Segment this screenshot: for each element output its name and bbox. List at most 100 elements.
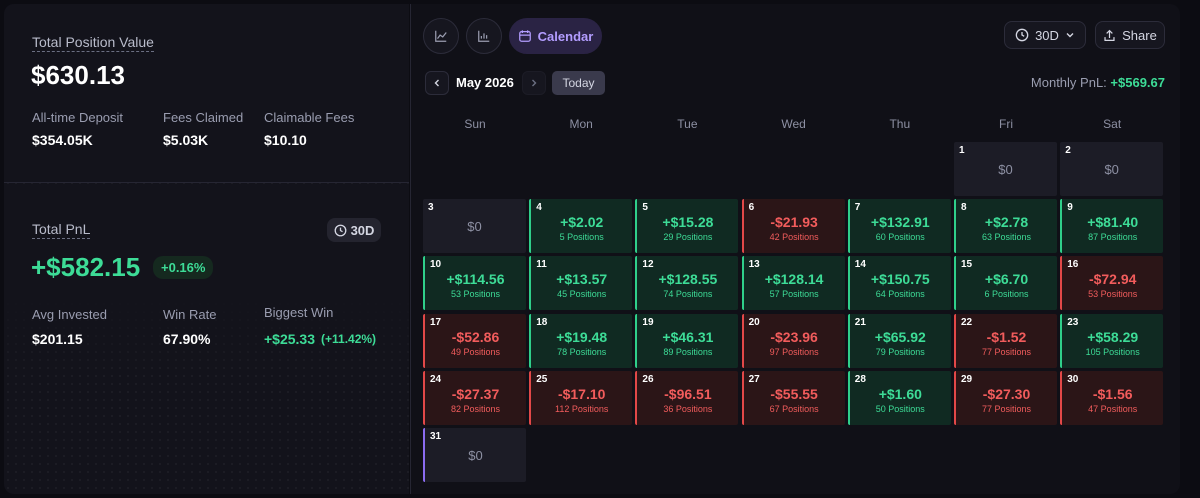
day-pnl: +$65.92 [874, 328, 926, 345]
calendar-icon [518, 30, 531, 42]
day-cell[interactable]: 19 +$46.31 89 Positions [635, 313, 739, 368]
day-pnl: -$96.51 [664, 385, 712, 402]
stat-label: Avg Invested [32, 307, 107, 322]
prev-month[interactable] [425, 71, 449, 95]
line-chart-tab[interactable] [423, 18, 459, 54]
prev-icon [434, 79, 439, 87]
day-positions: 112 Positions [555, 403, 609, 414]
weekday-label: Fri [999, 117, 1013, 131]
next-month[interactable] [522, 71, 546, 95]
day-pnl: -$72.94 [1088, 271, 1137, 288]
day-cell[interactable]: 10 +$114.56 53 Positions [423, 256, 526, 311]
day-cell[interactable]: 16 -$72.94 53 Positions [1060, 256, 1164, 311]
line-chart-icon [435, 30, 447, 42]
share-button[interactable]: Share [1095, 21, 1165, 49]
clock-icon [1015, 28, 1029, 42]
day-cell[interactable]: 25 -$17.10 112 Positions [529, 370, 633, 425]
bar-chart-tab[interactable] [466, 18, 502, 54]
day-positions: 89 Positions [663, 346, 713, 357]
weekday-label: Wed [781, 117, 806, 131]
today-text: Today [562, 76, 595, 90]
day-cell[interactable]: 23 +$58.29 105 Positions [1060, 313, 1164, 368]
stat-value: $10.10 [264, 132, 307, 148]
day-cell[interactable]: 22 -$1.52 77 Positions [954, 313, 1057, 368]
day-number: 3 [428, 202, 434, 214]
stat-label: Biggest Win [264, 305, 334, 320]
day-cell[interactable]: 31 $0 [423, 428, 526, 482]
day-cell[interactable]: 5 +$15.28 29 Positions [635, 199, 739, 254]
day-pnl: -$21.93 [770, 214, 818, 231]
day-cell[interactable]: 20 -$23.96 97 Positions [741, 313, 845, 368]
period-select[interactable]: 30D [1004, 21, 1086, 49]
monthly-pnl-label: Monthly PnL: [1030, 75, 1107, 90]
day-cell[interactable]: 3 $0 [423, 199, 526, 254]
day-number: 1 [959, 145, 965, 156]
day-cell[interactable]: 11 +$13.57 45 Positions [529, 256, 633, 311]
day-cell[interactable]: 26 -$96.51 36 Positions [635, 370, 739, 425]
day-cell[interactable]: 30 -$1.56 47 Positions [1060, 370, 1164, 425]
day-cell[interactable]: 18 +$19.48 78 Positions [529, 313, 633, 368]
day-positions: 97 Positions [769, 346, 819, 357]
today-button[interactable]: Today [552, 71, 605, 95]
month-label: May 2026 [456, 75, 514, 90]
day-cell[interactable]: 21 +$65.92 79 Positions [847, 313, 951, 368]
day-pnl: +$1.60 [878, 385, 922, 402]
day-cell[interactable]: 8 +$2.78 63 Positions [954, 199, 1057, 254]
day-cell[interactable]: 2 $0 [1060, 142, 1164, 196]
day-cell[interactable]: 15 +$6.70 6 Positions [954, 256, 1057, 311]
day-cell[interactable]: 28 +$1.60 50 Positions [847, 370, 951, 425]
stat-value: $5.03K [163, 132, 209, 148]
day-cell[interactable]: 27 -$55.55 67 Positions [741, 370, 845, 425]
day-positions: 105 Positions [1085, 346, 1140, 357]
day-number: 17 [430, 316, 442, 328]
day-number: 27 [748, 373, 760, 385]
day-cell[interactable]: 9 +$81.40 87 Positions [1060, 199, 1164, 254]
day-number: 16 [1067, 259, 1079, 271]
stat-label: All-time Deposit [32, 110, 124, 125]
day-positions: 64 Positions [875, 289, 925, 300]
pnl-period[interactable]: 30D [327, 218, 381, 242]
day-positions: 82 Positions [450, 403, 501, 414]
day-pnl: -$1.56 [1092, 385, 1133, 402]
day-number: 5 [642, 202, 648, 214]
day-positions: 49 Positions [450, 346, 501, 357]
summary-panel: Total Position Value $630.13 All-time De… [4, 4, 409, 494]
day-pnl: +$81.40 [1087, 214, 1139, 231]
day-number: 22 [961, 316, 973, 328]
day-cell[interactable]: 29 -$27.30 77 Positions [954, 370, 1057, 425]
day-cell[interactable]: 13 +$128.14 57 Positions [741, 256, 845, 311]
day-cell[interactable]: 7 +$132.91 60 Positions [847, 199, 951, 254]
day-number: 31 [430, 431, 442, 442]
day-cell[interactable]: 14 +$150.75 64 Positions [847, 256, 951, 311]
calendar-tab[interactable]: Calendar [509, 18, 602, 54]
day-positions: 47 Positions [1088, 403, 1138, 414]
day-number: 28 [854, 373, 866, 385]
day-pnl: -$23.96 [770, 328, 818, 345]
day-cell[interactable]: 1 $0 [954, 142, 1057, 196]
day-pnl: +$2.02 [560, 214, 604, 231]
pnl-value: +$582.15 [31, 252, 141, 282]
day-number: 18 [536, 316, 548, 328]
day-cell[interactable]: 6 -$21.93 42 Positions [741, 199, 845, 254]
day-pnl: +$114.56 [446, 271, 505, 288]
day-positions: 50 Positions [875, 403, 925, 414]
monthly-pnl-value: +$569.67 [1110, 75, 1165, 90]
day-positions: 79 Positions [875, 346, 925, 357]
day-positions: 45 Positions [557, 289, 607, 300]
day-number: 9 [1067, 202, 1073, 214]
stat-value: $354.05K [32, 132, 93, 148]
day-cell[interactable]: 12 +$128.55 74 Positions [635, 256, 739, 311]
day-cell[interactable]: 17 -$52.86 49 Positions [423, 313, 526, 368]
stat-value: 67.90% [163, 331, 211, 347]
day-pnl: +$13.57 [556, 271, 608, 288]
day-number: 4 [536, 202, 542, 214]
day-positions: 5 Positions [559, 232, 604, 243]
day-positions: 74 Positions [663, 289, 713, 300]
day-positions: 53 Positions [450, 289, 501, 300]
day-positions: 42 Positions [769, 232, 819, 243]
day-cell[interactable]: 24 -$27.37 82 Positions [423, 370, 526, 425]
day-cell[interactable]: 4 +$2.02 5 Positions [529, 199, 633, 254]
day-number: 25 [536, 373, 548, 385]
day-pnl: $0 [1104, 162, 1119, 177]
